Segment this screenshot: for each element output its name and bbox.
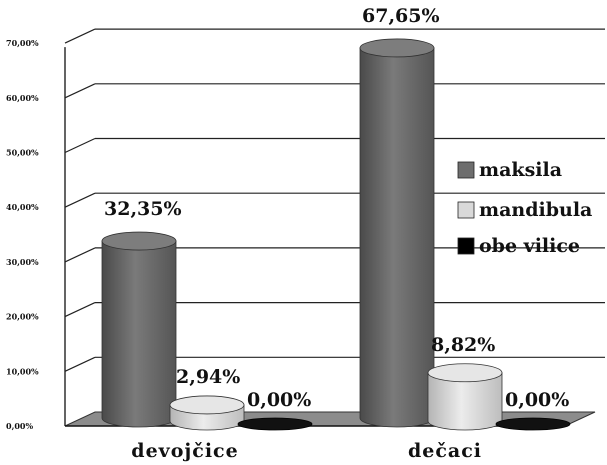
legend-swatch xyxy=(457,161,475,179)
gridline-diagonal xyxy=(64,302,96,318)
bar-top xyxy=(101,231,177,251)
data-label: 0,00% xyxy=(247,389,311,411)
legend-label: maksila xyxy=(479,159,562,181)
bar-mandibula-decaci xyxy=(427,363,503,431)
data-label: 2,94% xyxy=(176,366,240,388)
y-tick-label: 60,00% xyxy=(6,93,39,103)
y-tick-label: 20,00% xyxy=(6,312,39,322)
bar-top xyxy=(495,417,571,431)
y-tick-label: 0,00% xyxy=(6,421,33,431)
category-axis: devojčice dečaci xyxy=(131,440,482,462)
gridlines xyxy=(64,28,605,372)
x-tick-label: dečaci xyxy=(408,440,482,462)
legend-swatch xyxy=(457,201,475,219)
legend: maksila mandibula obe vilice xyxy=(457,159,592,257)
y-tick-label: 30,00% xyxy=(6,257,39,267)
bar-top xyxy=(427,363,503,383)
y-tick-label: 10,00% xyxy=(6,366,39,376)
bars xyxy=(101,38,571,431)
data-label: 0,00% xyxy=(505,389,569,411)
bar-maksila-decaci xyxy=(359,38,435,428)
bar-body xyxy=(359,47,435,428)
bar-obe-vilice-decaci xyxy=(495,417,571,431)
gridline-diagonal xyxy=(64,192,96,208)
legend-item: maksila xyxy=(457,159,562,181)
bar-top xyxy=(169,395,245,415)
y-tick-label: 70,00% xyxy=(6,38,39,48)
legend-item: mandibula xyxy=(457,199,592,221)
bar-top xyxy=(359,38,435,58)
y-axis: 0,00% 10,00% 20,00% 30,00% 40,00% 50,00% 60,00… xyxy=(6,38,66,431)
legend-item: obe vilice xyxy=(457,235,580,257)
y-tick-label: 50,00% xyxy=(6,148,39,158)
data-labels: 32,35% 67,65% 2,94% 8,82% 0,00% 0,00% xyxy=(104,5,569,411)
bar-obe-vilice-devojcice xyxy=(237,417,313,431)
gridline-diagonal xyxy=(64,28,96,44)
data-label: 32,35% xyxy=(104,198,182,220)
gridline-diagonal xyxy=(64,83,96,99)
legend-label: mandibula xyxy=(479,199,592,221)
data-label: 67,65% xyxy=(362,5,440,27)
gridline-diagonal xyxy=(64,356,96,372)
bar-mandibula-devojcice xyxy=(169,395,245,431)
gridline-diagonal xyxy=(64,137,96,154)
bar-maksila-devojcice xyxy=(101,231,177,428)
legend-swatch xyxy=(457,237,475,255)
bar-body xyxy=(101,240,177,428)
x-tick-label: devojčice xyxy=(131,440,238,462)
gridline-diagonal xyxy=(64,247,96,263)
data-label: 8,82% xyxy=(431,334,495,356)
legend-label: obe vilice xyxy=(479,235,580,257)
bar-top xyxy=(237,417,313,431)
y-tick-label: 40,00% xyxy=(6,202,39,212)
